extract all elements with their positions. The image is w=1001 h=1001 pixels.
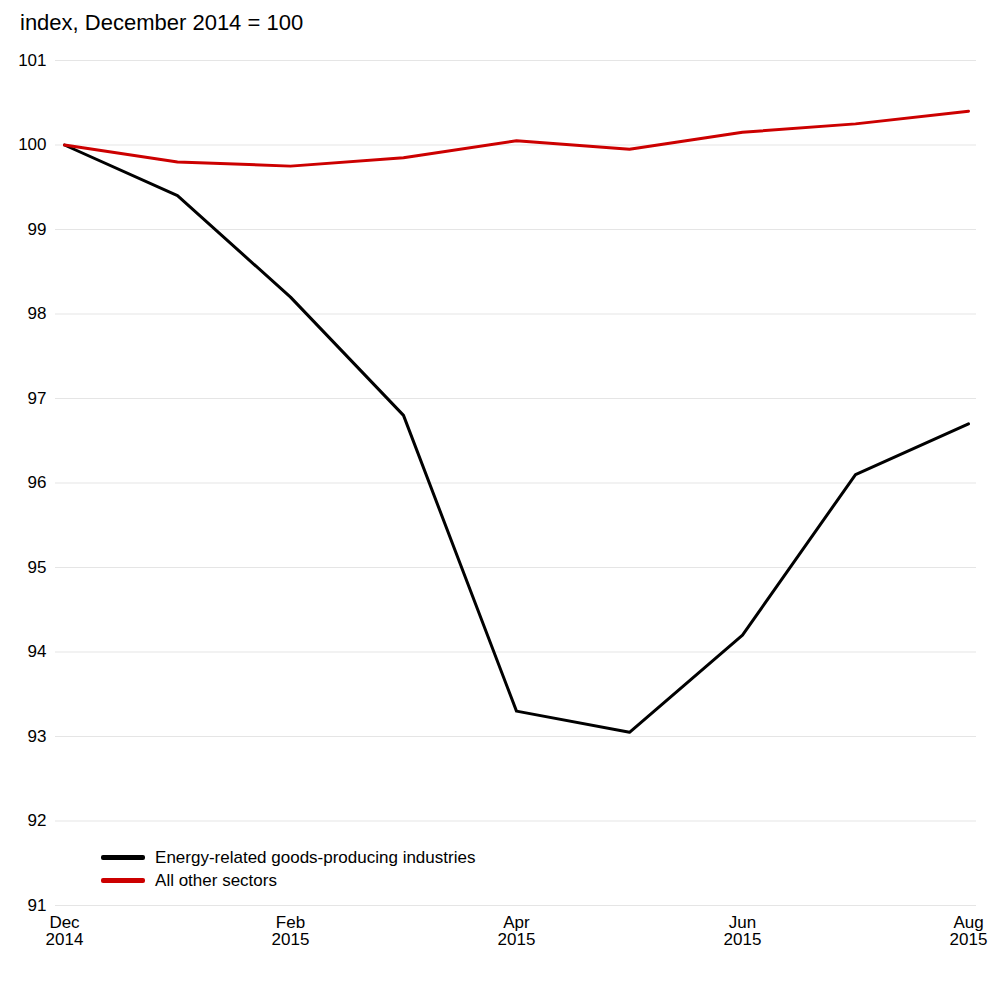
html-text:Energy-related goods-producing: Energy-related goods-producing industrie… — [155, 848, 476, 867]
svg-text:96: 96 — [28, 473, 47, 492]
svg-text:101: 101 — [18, 51, 46, 70]
svg-text:98: 98 — [28, 304, 47, 323]
svg-text:91: 91 — [28, 896, 47, 915]
svg-text:95: 95 — [28, 558, 47, 577]
svg-text:94: 94 — [28, 642, 47, 661]
svg-text:99: 99 — [28, 220, 47, 239]
svg-text:Feb2015: Feb2015 — [272, 913, 310, 949]
svg-text:Apr2015: Apr2015 — [498, 913, 536, 949]
svg-text:Jun2015: Jun2015 — [724, 913, 762, 949]
html-text:index, December 2014 = 100: index, December 2014 = 100 — [20, 10, 304, 35]
svg-text:100: 100 — [18, 135, 46, 154]
svg-text:Dec2014: Dec2014 — [46, 913, 84, 949]
svg-text:92: 92 — [28, 811, 47, 830]
html-text:All other sectors: All other sectors — [155, 871, 277, 890]
svg-text:97: 97 — [28, 389, 47, 408]
svg-text:Aug2015: Aug2015 — [950, 913, 988, 949]
svg-text:93: 93 — [28, 727, 47, 746]
